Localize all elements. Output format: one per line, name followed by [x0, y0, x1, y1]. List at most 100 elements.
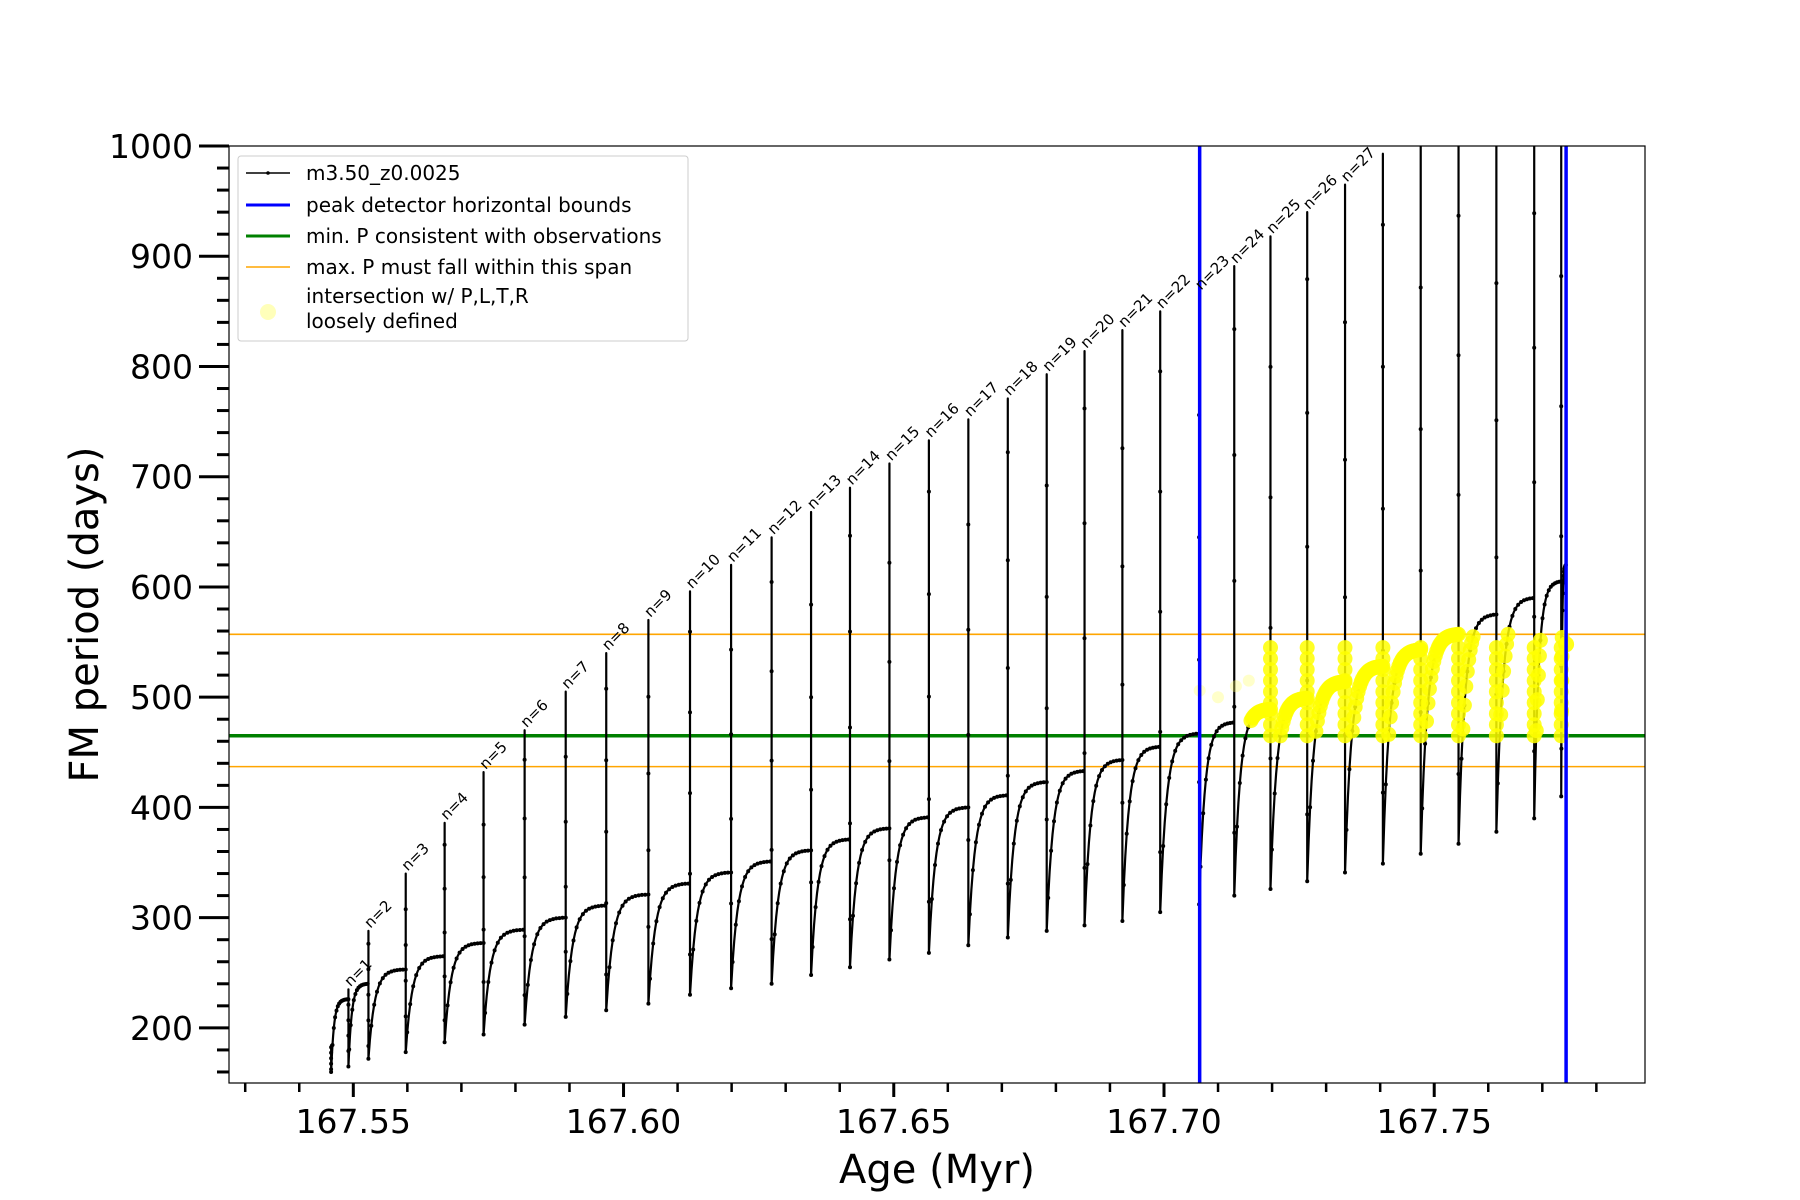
intersection-point — [1451, 684, 1466, 700]
intersection-point — [1299, 651, 1315, 667]
intersection-point-faint — [1242, 674, 1255, 687]
intersection-point-faint — [1212, 691, 1224, 704]
data-point — [405, 1030, 410, 1035]
intersection-point — [1488, 684, 1504, 700]
data-point — [1456, 492, 1461, 497]
intersection-point — [1263, 662, 1278, 678]
main-series-points — [329, 211, 1568, 1074]
intersection-point — [1413, 695, 1429, 711]
data-point — [676, 882, 681, 887]
x-tick-label: 167.70 — [1106, 1102, 1221, 1141]
data-point — [740, 884, 744, 889]
data-point — [347, 1047, 352, 1052]
data-point — [822, 854, 827, 859]
data-point — [568, 959, 573, 964]
data-point — [660, 896, 665, 901]
intersection-point — [1526, 651, 1542, 667]
data-point — [848, 965, 852, 970]
data-point — [577, 917, 582, 922]
data-point — [951, 808, 956, 813]
data-point — [781, 869, 786, 874]
intersection-point — [1451, 706, 1466, 722]
data-point — [887, 759, 892, 764]
data-point — [688, 952, 692, 957]
data-point — [887, 659, 892, 664]
data-point — [1097, 774, 1102, 779]
data-point — [806, 848, 810, 853]
data-point — [560, 915, 565, 920]
data-point — [1343, 320, 1347, 325]
data-point — [365, 981, 370, 986]
intersection-point — [1337, 706, 1353, 722]
data-point — [617, 910, 622, 915]
data-point — [432, 955, 437, 960]
data-point — [1243, 736, 1248, 741]
data-point — [547, 918, 552, 923]
data-point — [366, 967, 371, 972]
data-point — [713, 873, 718, 878]
data-point — [809, 695, 814, 700]
data-point — [954, 807, 959, 812]
data-point — [960, 806, 965, 810]
data-point — [1005, 450, 1010, 455]
data-point — [1418, 285, 1423, 290]
intersection-point — [1337, 717, 1353, 733]
data-point — [604, 1008, 609, 1013]
intersection-point — [1299, 706, 1315, 722]
data-point — [429, 955, 434, 960]
data-point — [1380, 790, 1385, 795]
data-point — [729, 816, 734, 821]
data-point — [1268, 495, 1273, 500]
data-point — [442, 886, 447, 891]
data-point — [722, 870, 727, 875]
data-point — [639, 892, 644, 897]
intersection-point — [1337, 684, 1353, 700]
intersection-point — [1488, 673, 1504, 689]
data-point — [1194, 731, 1199, 736]
data-point — [457, 950, 462, 955]
data-point — [1167, 775, 1172, 780]
data-point — [442, 1040, 447, 1045]
data-point — [596, 904, 601, 909]
data-point — [1133, 766, 1138, 771]
data-point — [778, 881, 783, 886]
data-point — [1158, 609, 1163, 614]
data-point — [933, 863, 937, 867]
data-point — [466, 943, 471, 948]
data-point — [426, 957, 431, 961]
data-point — [1209, 742, 1214, 747]
data-point — [1311, 758, 1315, 763]
intersection-point — [1451, 728, 1466, 744]
data-point — [563, 754, 568, 759]
intersection-point — [1413, 673, 1429, 689]
data-point — [1120, 919, 1125, 923]
data-point — [1001, 793, 1006, 798]
data-point — [481, 875, 486, 880]
data-point — [1182, 735, 1187, 740]
data-point — [809, 848, 814, 853]
data-point — [1527, 596, 1532, 601]
data-point — [1120, 800, 1125, 805]
intersection-point — [1299, 717, 1315, 733]
data-point — [1532, 480, 1537, 485]
data-point — [769, 937, 774, 942]
data-point — [1237, 781, 1242, 785]
y-tick-label: 600 — [130, 568, 193, 607]
y-tick-label: 700 — [130, 458, 193, 497]
data-point — [769, 580, 774, 584]
data-point — [1532, 345, 1537, 350]
data-point — [926, 489, 931, 494]
data-point — [403, 1050, 408, 1055]
data-point — [907, 822, 912, 827]
data-point — [1139, 753, 1144, 757]
data-point — [1546, 588, 1551, 593]
data-point — [939, 828, 943, 833]
data-point — [1049, 848, 1054, 853]
data-point — [483, 1010, 488, 1015]
data-point — [620, 903, 625, 908]
data-point — [1008, 877, 1013, 882]
data-point — [1026, 785, 1031, 790]
y-tick-label: 200 — [130, 1009, 193, 1048]
y-axis-title: FM period (days) — [62, 447, 108, 783]
data-point — [769, 758, 774, 763]
